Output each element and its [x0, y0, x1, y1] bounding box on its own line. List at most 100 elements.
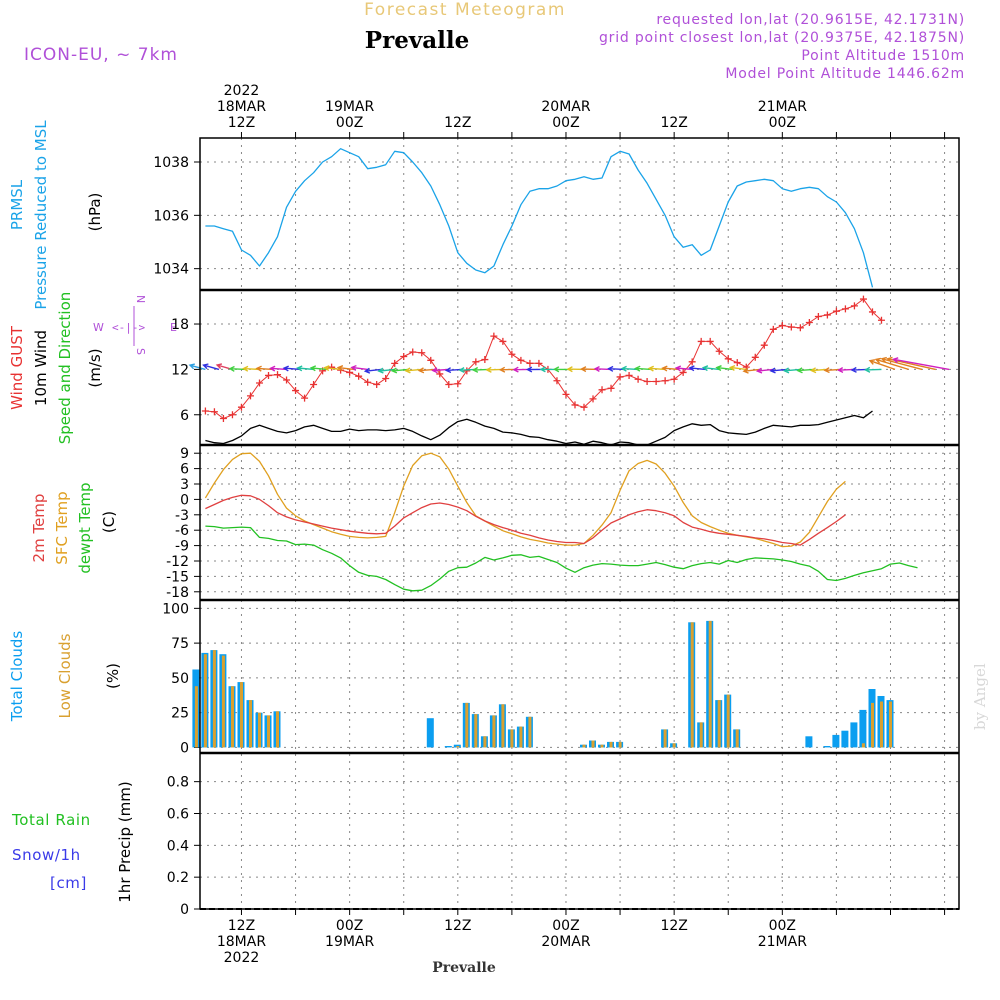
y-tick-label: 18 — [171, 317, 189, 333]
gust-marker — [841, 305, 849, 313]
gust-marker — [814, 312, 822, 320]
time-axis-label: 18MAR — [217, 99, 266, 115]
clouds-series — [192, 620, 894, 748]
y-tick-label: 12 — [171, 362, 189, 378]
sfc-temp-line — [204, 452, 846, 548]
low-cloud-bar — [528, 716, 532, 748]
gust-marker — [616, 373, 624, 381]
station-title: Prevalle — [365, 27, 469, 54]
gust-marker — [724, 355, 732, 363]
low-cloud-bar — [600, 744, 604, 748]
wind-direction-arrow — [647, 365, 666, 372]
gust-marker — [382, 374, 390, 382]
pressure-line — [205, 148, 874, 288]
compass-s: S — [134, 348, 147, 355]
gust-marker — [607, 384, 615, 392]
wind-direction-arrow — [769, 367, 787, 374]
gust-marker — [733, 359, 741, 367]
gust-marker — [445, 381, 453, 389]
gust-marker — [751, 353, 759, 361]
wind-direction-arrow — [296, 365, 314, 372]
total-cloud-bar — [832, 734, 840, 748]
y-tick-label: -15 — [166, 569, 189, 585]
y-tick-label: 0.2 — [167, 870, 189, 886]
wind-direction-arrow — [782, 367, 801, 374]
gust-marker — [769, 325, 777, 333]
low-cloud-bar — [483, 736, 487, 748]
compass-w: W — [93, 321, 104, 334]
wind-direction-arrow — [377, 367, 395, 374]
gust-marker — [210, 408, 218, 416]
wind-direction-arrow — [255, 365, 274, 372]
precip-label-rain: Total Rain — [11, 811, 91, 829]
pressure-series — [205, 148, 874, 288]
gust-marker — [292, 387, 300, 395]
temp-unit: (C) — [100, 511, 118, 533]
low-cloud-bar — [249, 700, 252, 748]
time-axis-label: 20MAR — [541, 99, 590, 115]
precip-tick-labels: 0 0.2 0.4 0.6 0.8 — [167, 775, 200, 918]
gust-marker — [787, 323, 795, 331]
low-cloud-bar — [889, 701, 892, 748]
total-cloud-bar — [444, 746, 452, 748]
time-axis-label: 12Z — [660, 115, 687, 131]
wind-label-10m: 10m Wind — [32, 330, 50, 406]
clouds-label-total: Total Clouds — [8, 631, 26, 723]
wind-direction-arrow — [701, 365, 720, 372]
gust-marker — [274, 371, 282, 379]
low-cloud-bar — [492, 715, 496, 748]
temp-label-2m: 2m Temp — [30, 494, 48, 563]
wind-direction-arrow — [715, 365, 733, 372]
y-tick-label: 25 — [171, 706, 189, 722]
pressure-unit: (hPa) — [86, 193, 104, 232]
wind-direction-arrow — [634, 365, 652, 372]
temp-series — [204, 452, 918, 592]
wind-label-gust: Wind GUST — [8, 325, 26, 410]
low-cloud-bar — [735, 729, 739, 748]
wind-direction-arrow — [269, 365, 287, 372]
gust-marker — [219, 415, 227, 423]
gust-marker — [508, 350, 516, 358]
low-cloud-bar — [465, 702, 469, 748]
point-altitude: Point Altitude 1510m — [801, 48, 965, 64]
time-axis-label: 21MAR — [758, 934, 807, 950]
time-axis-label: 12Z — [660, 918, 687, 934]
gust-marker — [499, 337, 507, 345]
gust-marker — [850, 302, 858, 310]
y-tick-label: 50 — [171, 671, 189, 687]
y-tick-label: 0.4 — [167, 838, 189, 854]
pressure-panel: PRMSL Pressure Reduced to MSL (hPa) 1034… — [8, 120, 874, 310]
gust-marker — [670, 375, 678, 383]
wind-direction-arrow — [282, 365, 301, 372]
clouds-panel: Total Clouds Low Clouds (%) 0 25 50 75 100 — [8, 601, 894, 756]
wind-direction-arrow — [309, 365, 328, 372]
y-tick-label: 0.8 — [167, 775, 189, 791]
gust-marker — [634, 375, 642, 383]
gust-marker — [472, 358, 480, 366]
wind-direction-arrow — [796, 367, 814, 374]
y-tick-label: 0 — [180, 740, 189, 756]
wind-direction-arrow — [892, 357, 950, 371]
low-cloud-bar — [258, 712, 261, 748]
y-tick-label: 6 — [180, 462, 189, 478]
gust-marker — [832, 307, 840, 315]
gust-marker — [526, 359, 534, 367]
low-cloud-bar — [663, 729, 667, 748]
temperature-panel: 2m Temp SFC Temp dewpt Temp (C) 9630-3-6… — [30, 446, 918, 601]
gust-marker — [463, 367, 471, 375]
wind-direction-arrow — [880, 356, 923, 371]
y-tick-label: 1034 — [153, 262, 189, 278]
wind-direction-arrow — [809, 367, 828, 374]
gust-marker — [517, 356, 525, 364]
low-cloud-bar — [582, 744, 586, 748]
gust-marker — [652, 377, 660, 385]
gust-marker — [409, 348, 417, 356]
gust-marker — [283, 376, 291, 384]
compass-e: E — [170, 321, 177, 334]
low-cloud-bar — [519, 726, 523, 748]
wind-direction-arrow — [350, 364, 368, 371]
model-altitude: Model Point Altitude 1446.62m — [725, 66, 965, 82]
wind-direction-arrow — [742, 367, 760, 374]
